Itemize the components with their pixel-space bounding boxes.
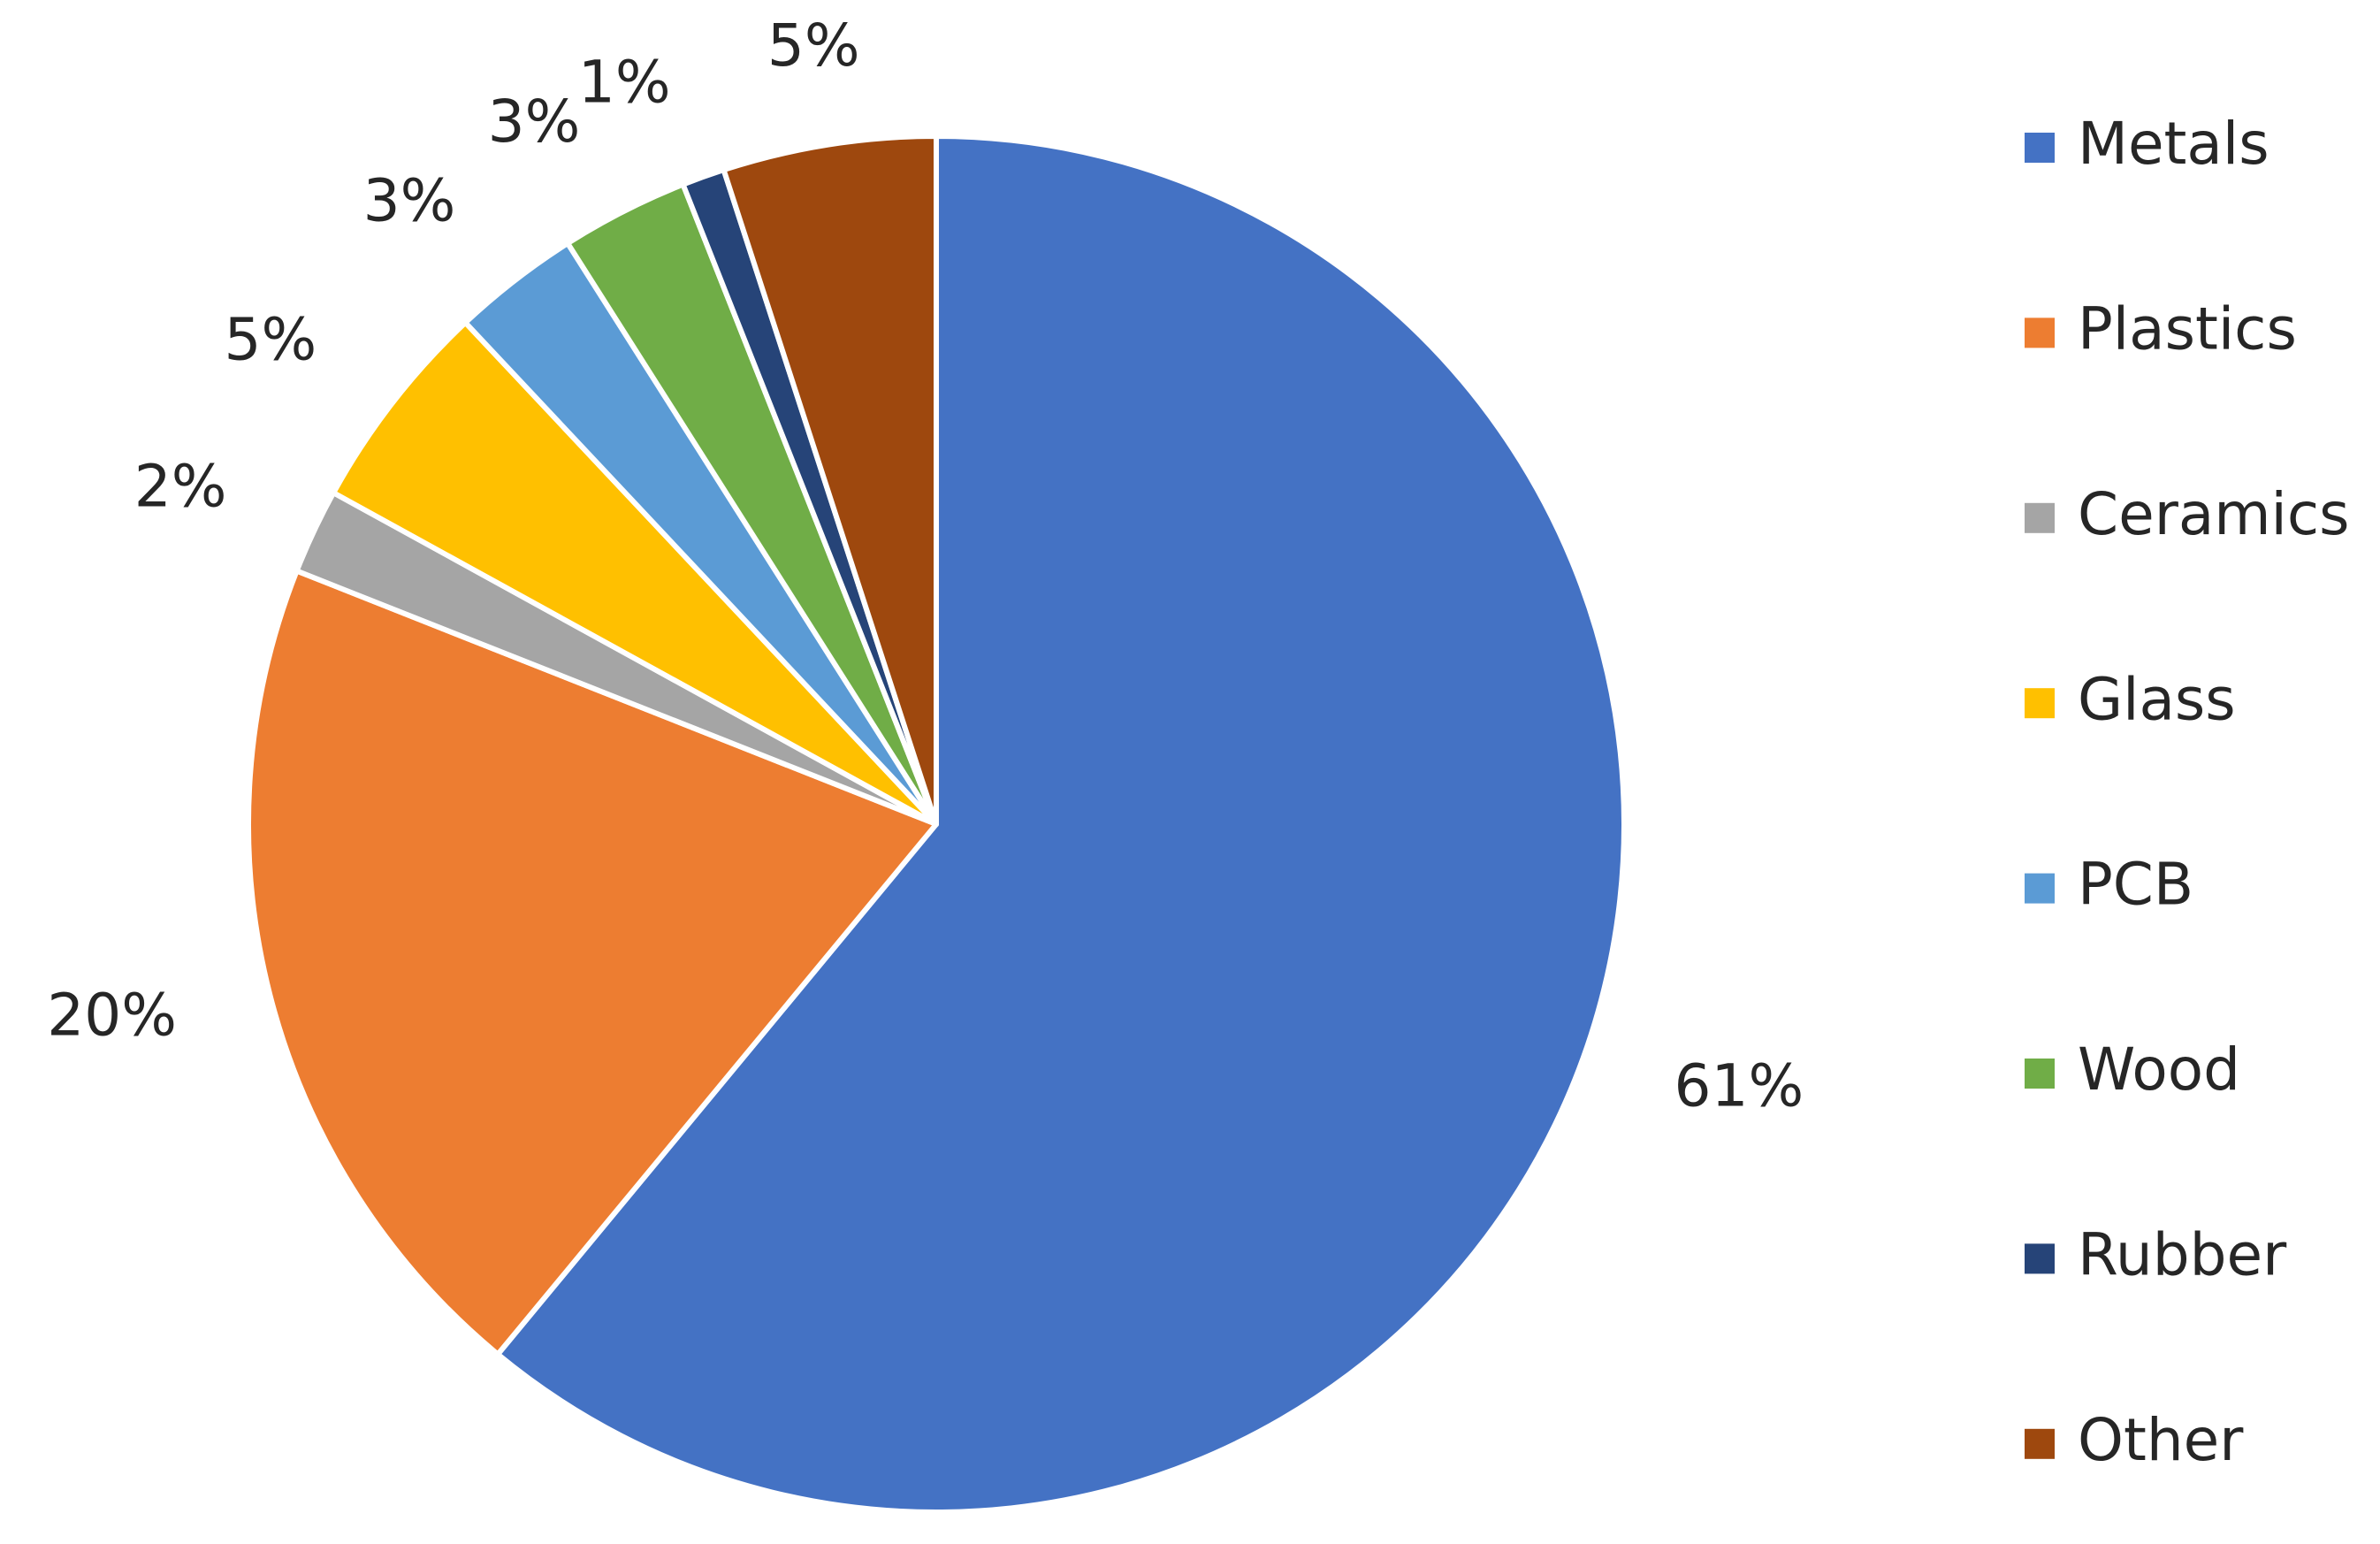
legend-swatch — [2025, 688, 2055, 719]
data-label: 1% — [578, 49, 671, 117]
data-label: 2% — [134, 452, 227, 520]
legend-swatch — [2025, 1428, 2055, 1459]
data-label: 3% — [363, 166, 456, 234]
legend-swatch — [2025, 317, 2055, 348]
legend-swatch — [2025, 1059, 2055, 1089]
legend-swatch — [2025, 133, 2055, 163]
pie-slice — [246, 568, 939, 1357]
pie-slice — [495, 134, 1627, 1515]
legend-swatch — [2025, 1243, 2055, 1274]
data-label: 20% — [47, 982, 177, 1050]
legend-label: Glass — [2078, 665, 2236, 733]
data-label: 5% — [767, 11, 860, 80]
legend-label: Other — [2078, 1406, 2244, 1474]
legend-label: PCB — [2078, 851, 2193, 919]
pie-slice — [721, 134, 939, 827]
legend-label: Ceramics — [2078, 480, 2350, 548]
data-label: 5% — [224, 305, 317, 373]
legend-swatch — [2025, 873, 2055, 904]
legend-label: Plastics — [2078, 294, 2297, 363]
legend-label: Rubber — [2078, 1220, 2287, 1288]
data-label: 3% — [488, 88, 581, 156]
legend-label: Metals — [2078, 110, 2269, 178]
pie-slice — [331, 319, 939, 827]
legend-swatch — [2025, 502, 2055, 533]
legend-label: Wood — [2078, 1036, 2240, 1104]
data-label: 61% — [1674, 1051, 1804, 1120]
